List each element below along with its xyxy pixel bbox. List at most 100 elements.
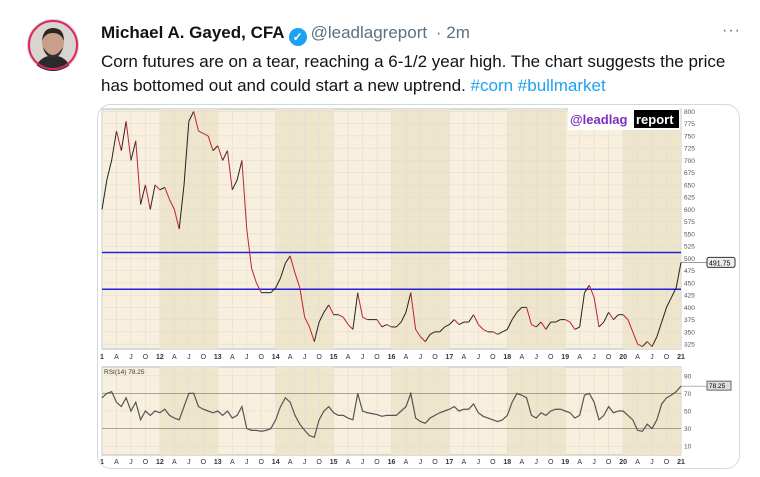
- price-segment: [424, 334, 431, 342]
- price-tick-label: 775: [684, 121, 695, 128]
- rsi-x-tick-label: A: [346, 459, 351, 466]
- rsi-x-tick-label: 19: [561, 459, 569, 466]
- price-segment: [593, 297, 600, 328]
- rsi-last-badge: [706, 380, 732, 391]
- price-segment: [236, 160, 243, 181]
- price-segment: [531, 324, 537, 328]
- more-dots-icon[interactable]: ···: [722, 22, 741, 39]
- rsi-last-label: 78.25: [709, 383, 726, 390]
- rsi-x-tick-label: 1: [100, 459, 104, 466]
- author-name[interactable]: Michael A. Gayed, CFA: [101, 23, 285, 42]
- avatar-photo-icon: [27, 19, 79, 71]
- price-segment: [304, 316, 310, 328]
- last-price-badge: [706, 256, 736, 268]
- price-segment: [651, 336, 658, 347]
- rsi-line: [101, 385, 682, 439]
- rsi-x-tick-label: J: [361, 459, 365, 466]
- rsi-x-tick-label: 12: [156, 459, 164, 466]
- price-segment: [140, 184, 146, 205]
- price-segment: [270, 287, 277, 294]
- price-segment: [207, 135, 214, 151]
- price-tick-label: 625: [684, 195, 695, 202]
- x-tick-label: J: [477, 354, 481, 361]
- rsi-x-tick-label: 20: [619, 459, 627, 466]
- x-tick-label: 18: [503, 354, 511, 361]
- price-segment: [328, 304, 335, 315]
- chart-image[interactable]: 1 1 A A J J O O 12 12 A A J J O O 13 13 A A J J O O 14 14 A A J J O O 15…: [97, 104, 740, 469]
- price-segment: [169, 199, 175, 210]
- x-tick-label: 15: [330, 354, 338, 361]
- rsi-x-tick-label: J: [129, 459, 133, 466]
- price-segment: [666, 297, 672, 308]
- price-segment: [569, 321, 576, 330]
- x-tick-label: J: [129, 354, 133, 361]
- rsi-x-tick-label: J: [535, 459, 539, 466]
- hashtag-corn[interactable]: #corn: [470, 76, 514, 95]
- price-segment: [516, 307, 523, 313]
- x-tick-label: J: [361, 354, 365, 361]
- rsi-x-tick-label: 18: [503, 459, 511, 466]
- price-segment: [226, 150, 233, 190]
- rsi-x-tick-label: J: [419, 459, 423, 466]
- price-segment: [540, 321, 547, 330]
- price-segment: [511, 311, 518, 320]
- price-segment: [410, 292, 417, 330]
- x-tick-label: J: [592, 354, 596, 361]
- price-segment: [449, 319, 455, 325]
- price-segment: [352, 292, 359, 330]
- price-segment: [149, 184, 156, 210]
- price-segment: [212, 145, 219, 151]
- price-segment: [376, 319, 383, 328]
- rsi-x-tick-label: O: [316, 459, 322, 466]
- rsi-x-tick-label: O: [664, 459, 670, 466]
- price-segment: [482, 328, 489, 333]
- rsi-x-tick-label: O: [143, 459, 149, 466]
- price-segment: [284, 255, 291, 264]
- price-segment: [632, 331, 639, 345]
- x-tick-label: 12: [156, 354, 164, 361]
- price-segment: [255, 282, 262, 293]
- price-segment: [453, 319, 460, 325]
- price-segment: [622, 314, 629, 320]
- price-segment: [308, 326, 315, 342]
- rsi-x-tick-label: A: [230, 459, 235, 466]
- hashtag-bullmarket[interactable]: #bullmarket: [517, 76, 606, 95]
- price-segment: [231, 179, 238, 191]
- price-segment: [280, 263, 286, 279]
- price-segment: [159, 186, 165, 191]
- price-segment: [318, 312, 325, 323]
- price-segment: [342, 316, 349, 325]
- price-segment: [173, 209, 180, 230]
- x-tick-label: O: [664, 354, 670, 361]
- price-tick-label: 700: [684, 158, 695, 165]
- price-segment: [555, 319, 561, 323]
- rsi-x-tick-label: A: [404, 459, 409, 466]
- price-segment: [675, 262, 682, 288]
- rsi-x-tick-label: A: [114, 459, 119, 466]
- avatar[interactable]: [27, 19, 79, 71]
- price-segment: [429, 331, 436, 335]
- price-segment: [598, 321, 605, 328]
- x-tick-label: O: [490, 354, 496, 361]
- x-tick-label: A: [114, 354, 119, 361]
- price-segment: [289, 255, 296, 274]
- x-tick-label: A: [635, 354, 640, 361]
- price-segment: [564, 319, 571, 323]
- rsi-tick-label: 10: [684, 444, 692, 451]
- price-segment: [584, 285, 590, 293]
- rsi-x-tick-label: J: [187, 459, 191, 466]
- price-segment: [381, 324, 387, 328]
- price-segment: [497, 331, 503, 335]
- price-tick-label: 375: [684, 317, 695, 324]
- author-handle[interactable]: @leadlagreport: [310, 23, 428, 42]
- price-tick-label: 400: [684, 305, 695, 312]
- price-segment: [545, 321, 552, 330]
- price-segment: [251, 268, 257, 284]
- price-segment: [670, 287, 677, 298]
- price-segment: [338, 314, 344, 318]
- price-segment: [613, 314, 619, 320]
- x-tick-label: J: [187, 354, 191, 361]
- x-tick-label: O: [143, 354, 149, 361]
- tweet-time[interactable]: 2m: [446, 23, 470, 42]
- rsi-x-tick-label: O: [258, 459, 264, 466]
